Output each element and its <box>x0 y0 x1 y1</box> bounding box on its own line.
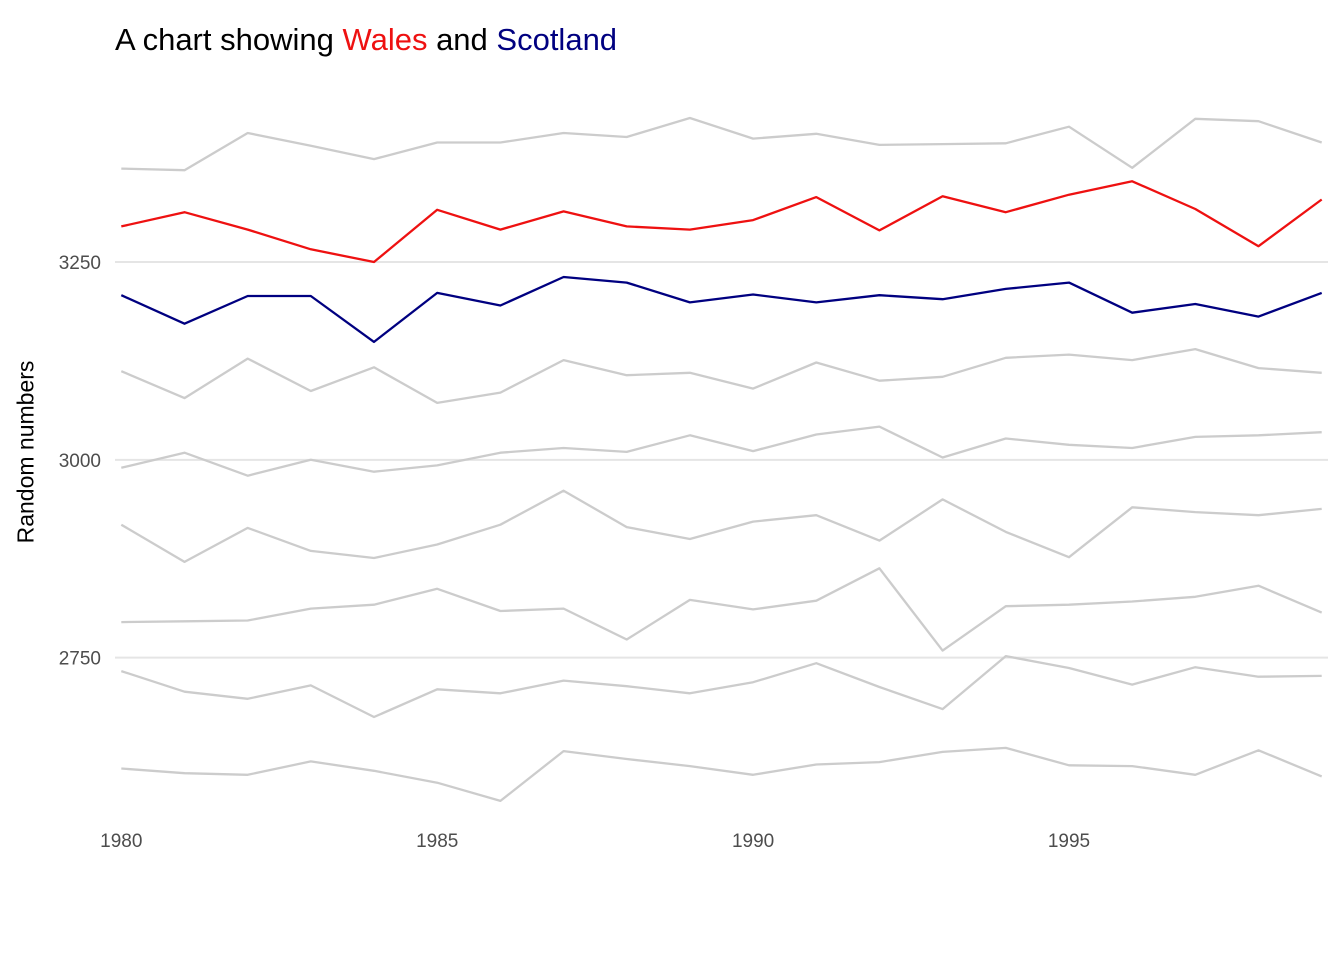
series-line-grey-6 <box>121 567 1323 652</box>
series-line-grey-7 <box>120 654 1322 719</box>
title-highlight-1: Wales <box>342 22 428 57</box>
title-prefix: A chart showing <box>115 22 343 57</box>
y-axis-ticks: 2750 3000 3250 <box>59 253 101 670</box>
x-tick-label-1995: 1995 <box>1048 831 1090 852</box>
series-lines <box>120 116 1323 803</box>
y-tick-label-2750: 2750 <box>59 649 101 670</box>
title-middle: and <box>427 22 497 57</box>
y-tick-label-3250: 3250 <box>59 253 101 274</box>
series-line-grey-4 <box>121 425 1322 477</box>
y-tick-label-3000: 3000 <box>59 451 101 472</box>
y-axis-label: Random numbers <box>12 360 39 544</box>
series-line-grey-0 <box>121 116 1323 172</box>
series-line-scotland <box>120 275 1323 344</box>
chart-title: A chart showing Wales and Scotland <box>115 22 617 58</box>
x-tick-label-1985: 1985 <box>416 831 458 852</box>
x-tick-label-1990: 1990 <box>732 831 774 852</box>
series-line-grey-3 <box>120 347 1322 405</box>
gridlines <box>115 261 1328 659</box>
x-tick-label-1980: 1980 <box>100 831 142 852</box>
x-axis-ticks: 1980 1985 1990 1995 <box>100 831 1090 852</box>
series-line-grey-5 <box>120 489 1322 564</box>
title-highlight-2: Scotland <box>496 22 618 57</box>
series-line-wales <box>121 180 1323 264</box>
series-line-grey-8 <box>121 746 1323 803</box>
